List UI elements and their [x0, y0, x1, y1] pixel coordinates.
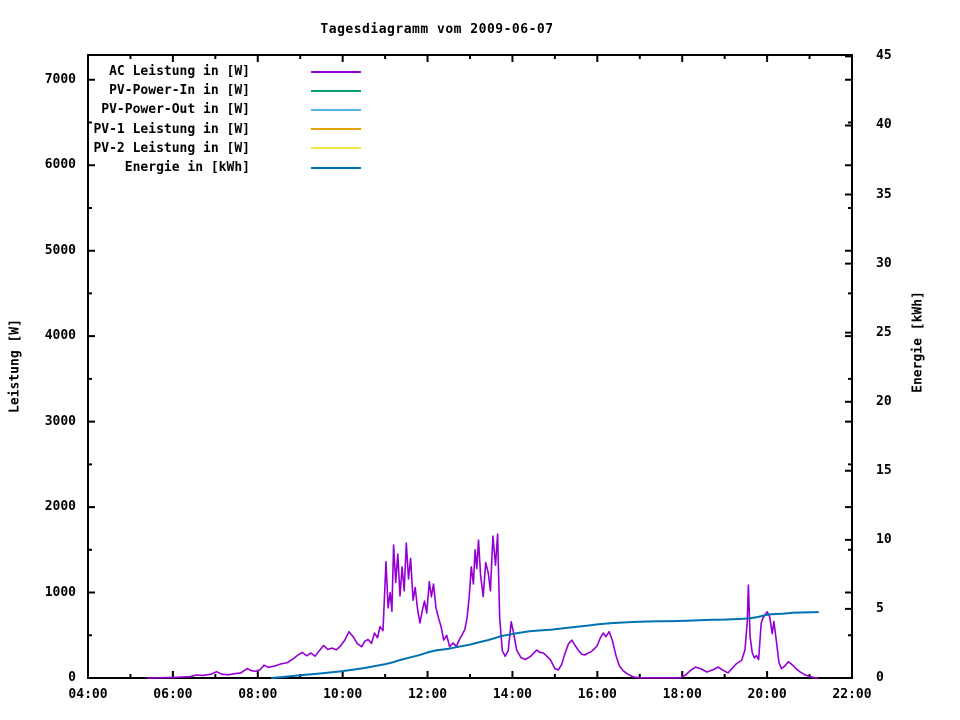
legend-line-swatch [311, 89, 361, 92]
legend-item: PV-1 Leistung in [W] [88, 120, 361, 139]
legend-line-swatch [311, 128, 361, 131]
y-right-tick-label: 35 [876, 186, 892, 202]
legend-line-swatch [311, 70, 361, 73]
y-left-tick-label: 0 [68, 670, 76, 685]
x-tick-label: 08:00 [238, 687, 278, 702]
legend-item-label: AC Leistung in [W] [109, 64, 250, 80]
series-line-5 [270, 611, 819, 679]
legend-line-swatch [311, 108, 361, 111]
x-tick-label: 12:00 [407, 687, 448, 702]
y-left-tick-label: 2000 [44, 499, 76, 515]
legend-item: AC Leistung in [W] [88, 62, 361, 81]
legend-item: PV-Power-Out in [W] [88, 100, 361, 119]
x-tick-label: 14:00 [492, 687, 532, 702]
legend-line-swatch [311, 166, 361, 169]
x-tick-label: 16:00 [577, 687, 617, 702]
y-left-tick-label: 5000 [44, 242, 76, 258]
legend-line-swatch [311, 147, 361, 150]
y-right-tick-label: 10 [876, 531, 892, 547]
y-left-tick-label: 6000 [44, 157, 76, 173]
y-right-tick-label: 0 [876, 670, 884, 685]
x-tick-label: 22:00 [832, 687, 872, 702]
legend-item-label: PV-2 Leistung in [W] [93, 140, 250, 156]
x-tick-label: 20:00 [747, 687, 787, 702]
x-tick-label: 18:00 [662, 687, 702, 702]
y-left-tick-label: 1000 [44, 584, 76, 600]
y-right-tick-label: 45 [876, 48, 892, 64]
series-line-0 [146, 533, 819, 679]
y-right-tick-label: 30 [876, 255, 892, 271]
legend-item-label: PV-Power-In in [W] [109, 83, 250, 99]
legend-item-label: PV-Power-Out in [W] [101, 102, 250, 118]
chart-title: Tagesdiagramm vom 2009-06-07 [320, 22, 554, 37]
x-tick-label: 10:00 [323, 687, 363, 702]
x-tick-label: 06:00 [153, 687, 193, 702]
y-left-tick-label: 7000 [44, 71, 76, 87]
legend-item: Energie in [kWh] [88, 158, 361, 177]
legend-item: PV-2 Leistung in [W] [88, 139, 361, 158]
y-right-tick-label: 15 [876, 462, 892, 478]
y-left-tick-label: 3000 [44, 413, 76, 429]
legend: AC Leistung in [W] PV-Power-In in [W] PV… [88, 62, 361, 177]
y-right-tick-label: 40 [876, 117, 892, 133]
legend-item-label: PV-1 Leistung in [W] [93, 121, 250, 137]
legend-item: PV-Power-In in [W] [88, 81, 361, 100]
legend-item-label: Energie in [kWh] [124, 160, 250, 176]
x-tick-label: 04:00 [68, 687, 108, 702]
y-left-tick-label: 4000 [44, 328, 76, 344]
y-right-tick-label: 20 [876, 393, 892, 409]
y-right-tick-label: 5 [876, 600, 884, 616]
y-right-tick-label: 25 [876, 324, 892, 340]
